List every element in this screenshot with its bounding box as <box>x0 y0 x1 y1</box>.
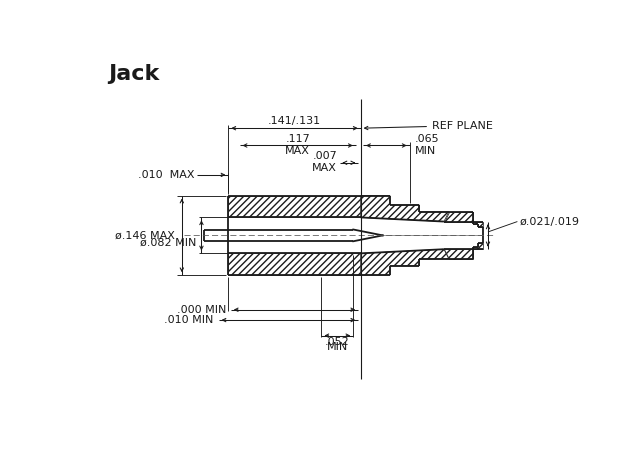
Text: .010 MIN: .010 MIN <box>164 315 214 325</box>
Text: MAX: MAX <box>285 146 310 156</box>
Text: ø.082 MIN: ø.082 MIN <box>140 238 197 247</box>
Text: ø.146 MAX: ø.146 MAX <box>114 230 174 240</box>
Polygon shape <box>444 243 483 259</box>
Text: .052: .052 <box>325 337 349 348</box>
Text: ø.021/.019: ø.021/.019 <box>520 216 580 227</box>
Text: MAX: MAX <box>312 163 337 173</box>
Polygon shape <box>228 253 361 275</box>
Text: .007: .007 <box>312 151 337 161</box>
Text: REF PLANE: REF PLANE <box>432 122 492 132</box>
Polygon shape <box>228 196 361 217</box>
Polygon shape <box>444 212 483 228</box>
Polygon shape <box>361 249 449 275</box>
Text: .141/.131: .141/.131 <box>268 116 321 127</box>
Text: .000 MIN: .000 MIN <box>176 305 226 315</box>
Text: .117: .117 <box>285 134 310 144</box>
Text: MIN: MIN <box>415 146 435 156</box>
Text: Jack: Jack <box>109 64 160 84</box>
Text: .010  MAX: .010 MAX <box>138 170 194 180</box>
Polygon shape <box>361 196 449 221</box>
Text: .065: .065 <box>415 134 439 144</box>
Text: MIN: MIN <box>327 342 348 352</box>
